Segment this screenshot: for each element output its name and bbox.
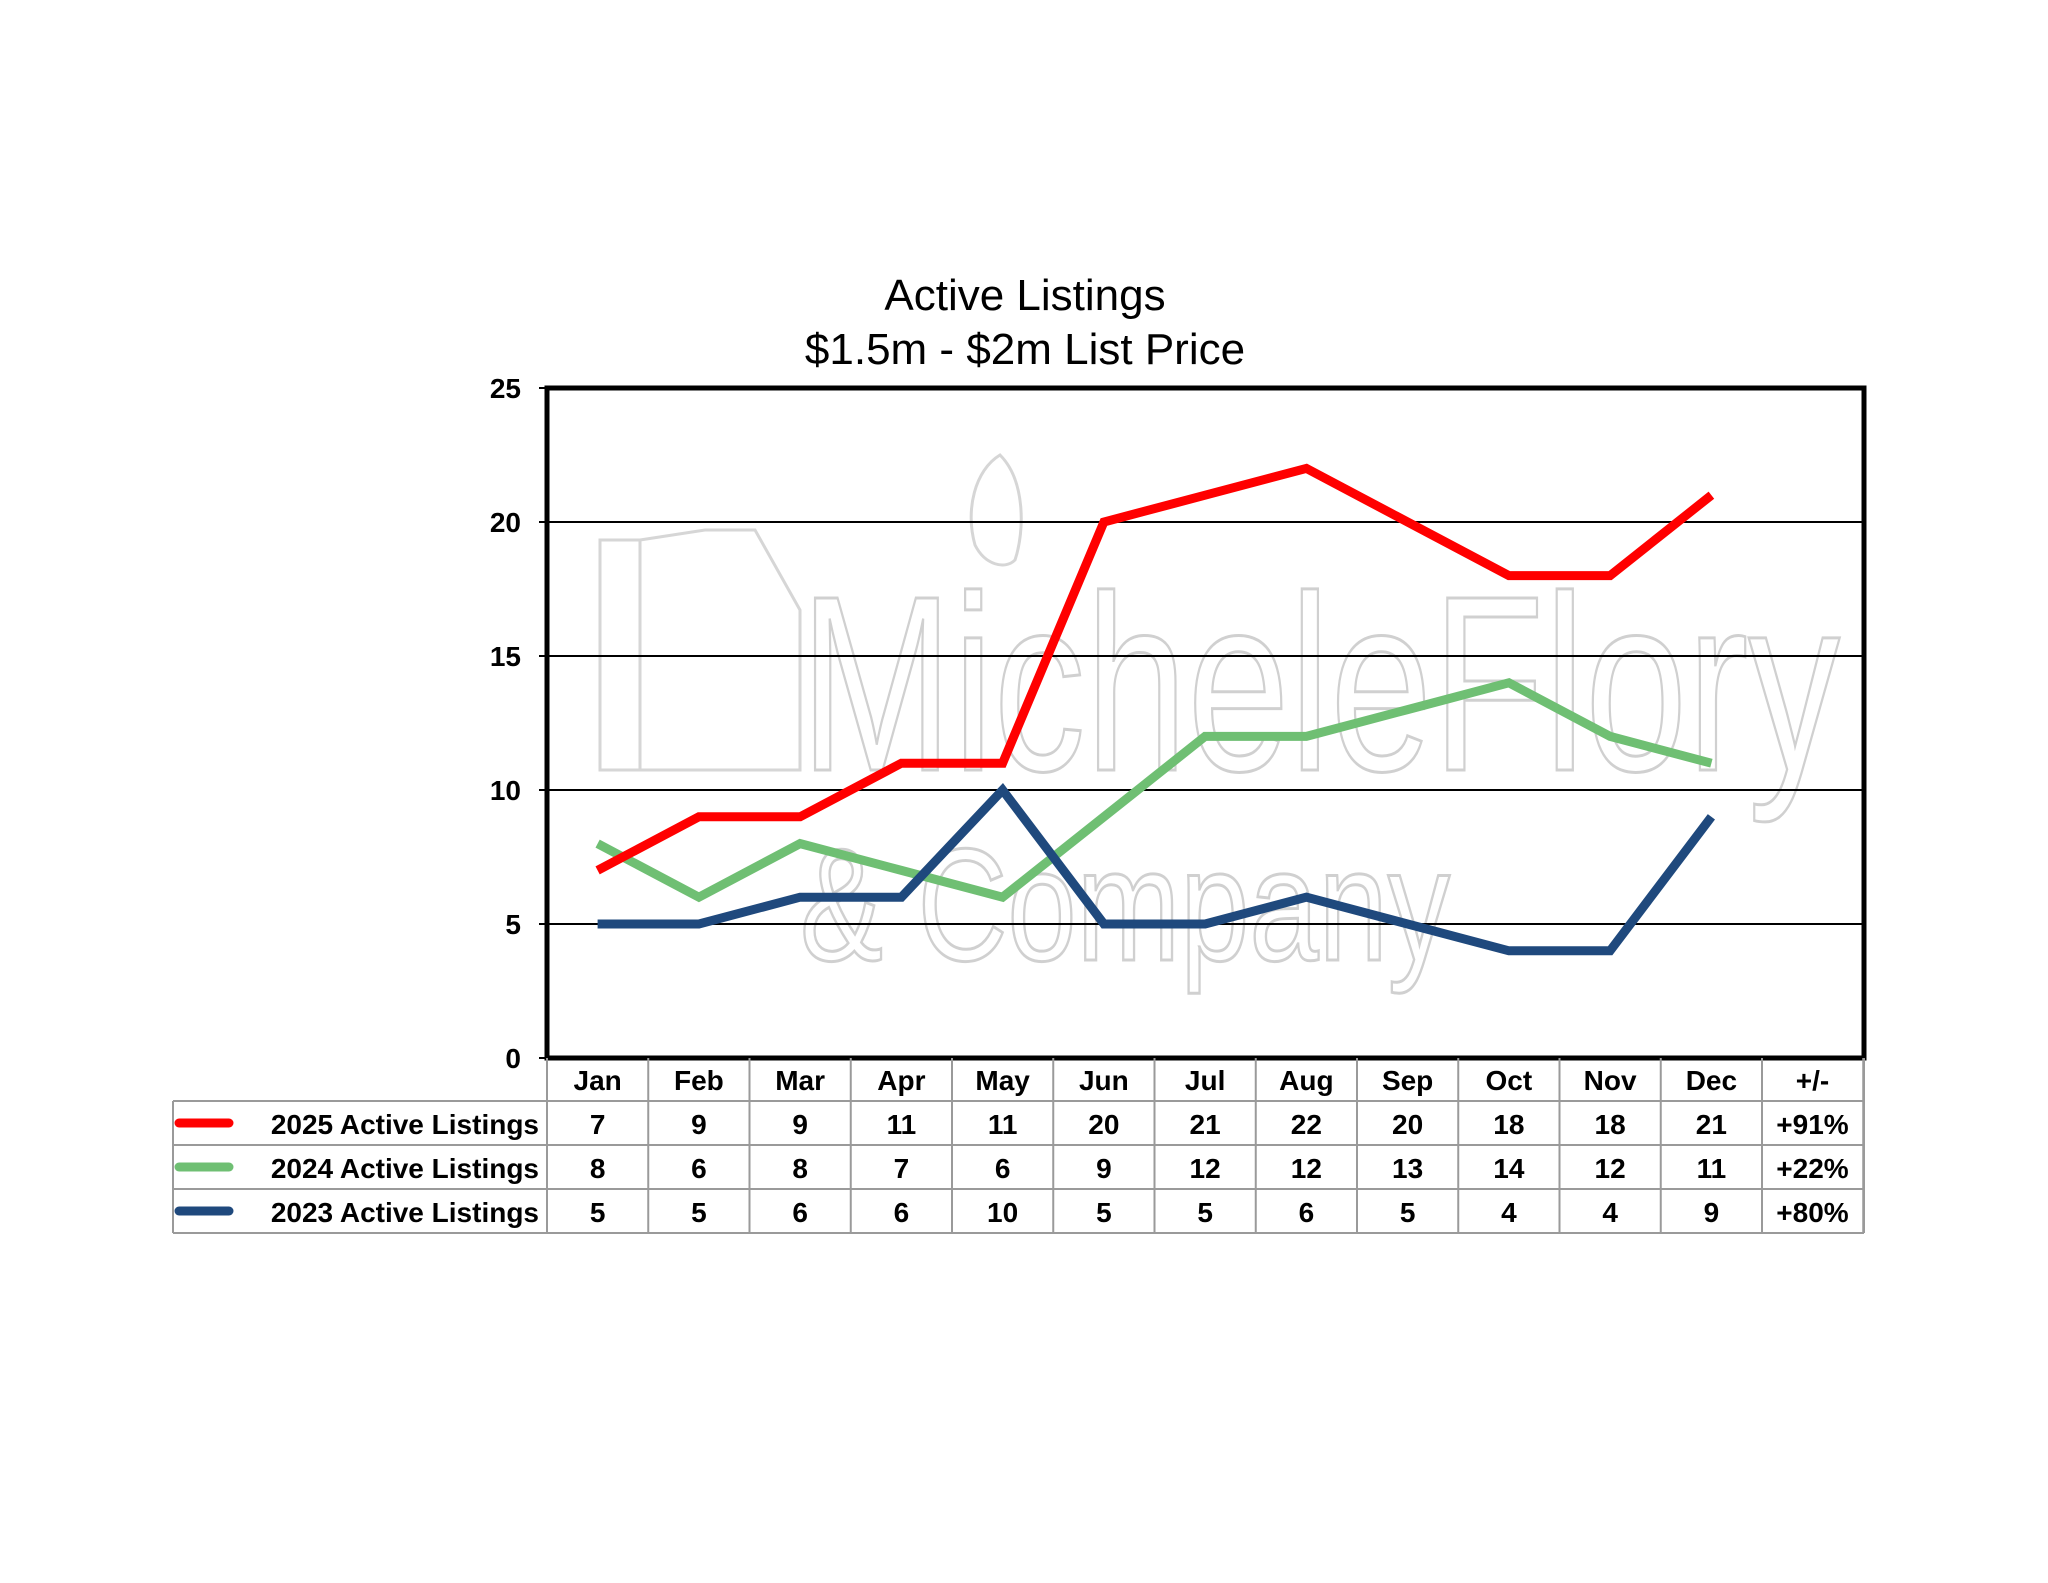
table-cell: 5 (1197, 1197, 1213, 1228)
table-cell: 20 (1392, 1109, 1423, 1140)
table-cell: 6 (691, 1153, 707, 1184)
category-label: Sep (1382, 1065, 1433, 1096)
table-cell: 9 (691, 1109, 707, 1140)
category-label: Apr (877, 1065, 925, 1096)
watermark-leaf-icon (969, 453, 1023, 567)
watermark-house-icon (598, 528, 802, 772)
category-label: Nov (1584, 1065, 1637, 1096)
y-tick-label: 10 (490, 775, 521, 806)
y-tick-label: 15 (490, 641, 521, 672)
series-name: 2025 Active Listings (271, 1109, 539, 1140)
table-cell: 4 (1602, 1197, 1618, 1228)
table-cell: 20 (1088, 1109, 1119, 1140)
category-label: Jul (1185, 1065, 1225, 1096)
watermark-line2: & Company (800, 815, 1450, 994)
table-cell: 9 (792, 1109, 808, 1140)
series-line-0 (595, 463, 1715, 875)
table-cell: 8 (792, 1153, 808, 1184)
table-cell: 5 (691, 1197, 707, 1228)
table-cell: 9 (1096, 1153, 1112, 1184)
table-cell: 8 (590, 1153, 606, 1184)
change-header: +/- (1796, 1065, 1829, 1096)
y-tick-label: 0 (505, 1043, 521, 1074)
table-cell: 18 (1493, 1109, 1524, 1140)
table-cell: 6 (792, 1197, 808, 1228)
series-name: 2024 Active Listings (271, 1153, 539, 1184)
table-cell: 22 (1291, 1109, 1322, 1140)
category-label: Aug (1279, 1065, 1333, 1096)
table-cell: 6 (1299, 1197, 1315, 1228)
table-cell: 13 (1392, 1153, 1423, 1184)
chart-title: Active Listings (884, 271, 1165, 320)
table-cell: 7 (894, 1153, 910, 1184)
table-cell: 21 (1190, 1109, 1221, 1140)
category-label: Jun (1079, 1065, 1129, 1096)
table-cell: 9 (1704, 1197, 1720, 1228)
table-cell: 7 (590, 1109, 606, 1140)
category-label: May (975, 1065, 1030, 1096)
change-cell: +22% (1776, 1153, 1848, 1184)
table-cell: 4 (1501, 1197, 1517, 1228)
category-label: Feb (674, 1065, 724, 1096)
table-cell: 5 (590, 1197, 606, 1228)
table-cell: 5 (1400, 1197, 1416, 1228)
chart-subtitle: $1.5m - $2m List Price (805, 325, 1245, 374)
plot-frame (544, 385, 1867, 1061)
change-cell: +91% (1776, 1109, 1848, 1140)
category-label: Jan (574, 1065, 622, 1096)
table-cell: 18 (1595, 1109, 1626, 1140)
table-cell: 6 (995, 1153, 1011, 1184)
watermark-line1: MicheleFlory (800, 544, 1840, 823)
table-cell: 5 (1096, 1197, 1112, 1228)
series-line-1 (595, 677, 1713, 903)
change-cell: +80% (1776, 1197, 1848, 1228)
table-cell: 11 (988, 1109, 1018, 1140)
y-tick-label: 5 (505, 909, 521, 940)
category-label: Oct (1486, 1065, 1533, 1096)
table-cell: 10 (987, 1197, 1018, 1228)
table-cell: 12 (1190, 1153, 1221, 1184)
table-cell: 12 (1595, 1153, 1626, 1184)
series-line-2 (597, 783, 1715, 956)
table-cell: 21 (1696, 1109, 1727, 1140)
y-tick-label: 20 (490, 507, 521, 538)
table-cell: 14 (1493, 1153, 1525, 1184)
category-label: Mar (775, 1065, 825, 1096)
series-name: 2023 Active Listings (271, 1197, 539, 1228)
table-cell: 11 (887, 1109, 917, 1140)
table-cell: 11 (1697, 1153, 1727, 1184)
table-cell: 6 (894, 1197, 910, 1228)
category-label: Dec (1686, 1065, 1737, 1096)
table-cell: 12 (1291, 1153, 1322, 1184)
y-tick-label: 25 (490, 373, 521, 404)
